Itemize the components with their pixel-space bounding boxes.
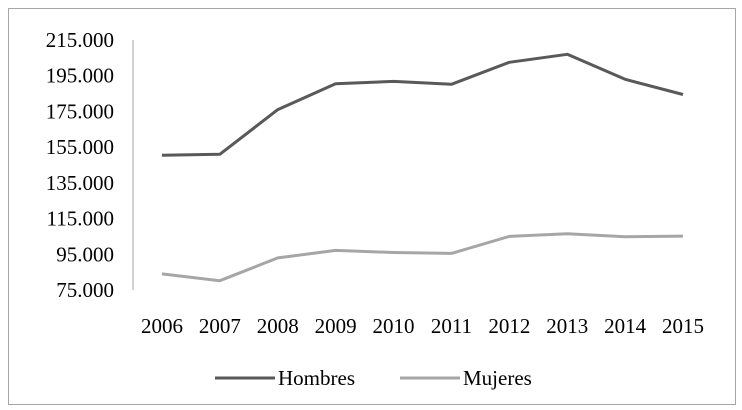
y-tick-label: 115.000 — [47, 207, 114, 231]
x-tick-label: 2012 — [488, 314, 530, 338]
y-tick-label: 75.000 — [56, 278, 114, 302]
x-tick-label: 2013 — [546, 314, 588, 338]
x-tick-label: 2008 — [257, 314, 299, 338]
x-tick-label: 2009 — [315, 314, 357, 338]
series-line-mujeres — [161, 232, 684, 283]
y-tick-label: 95.000 — [56, 242, 114, 266]
y-tick-labels: 75.000 95.000 115.000 135.000 155.000 175.000… — [46, 28, 114, 302]
y-tick-label: 195.000 — [46, 64, 114, 88]
x-tick-label: 2007 — [199, 314, 241, 338]
y-tick-label: 135.000 — [46, 171, 114, 195]
y-tick-label: 155.000 — [46, 135, 114, 159]
x-tick-label: 2010 — [373, 314, 415, 338]
y-tick-label: 215.000 — [46, 28, 114, 52]
x-tick-labels: 2006 2007 2008 2009 2010 2011 2012 2013 2014 2015 — [141, 314, 704, 338]
legend-item-hombres: Hombres — [215, 366, 355, 390]
x-tick-label: 2006 — [141, 314, 183, 338]
x-tick-label: 2015 — [662, 314, 704, 338]
x-tick-label: 2014 — [604, 314, 647, 338]
series-line-hombres — [161, 52, 684, 157]
x-tick-label: 2011 — [431, 314, 472, 338]
legend-item-mujeres: Mujeres — [400, 366, 532, 390]
series-lines — [161, 52, 684, 283]
legend-label: Mujeres — [463, 366, 532, 390]
legend-label: Hombres — [278, 366, 355, 390]
legend: Hombres Mujeres — [215, 366, 532, 390]
y-tick-label: 175.000 — [46, 99, 114, 123]
